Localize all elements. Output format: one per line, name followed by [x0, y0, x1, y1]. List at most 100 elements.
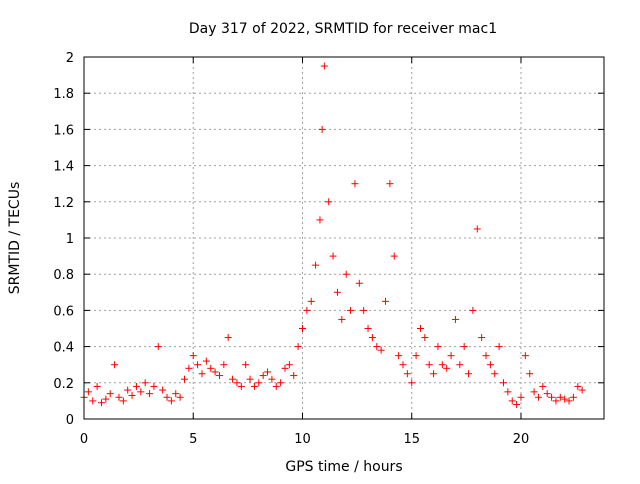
data-point [478, 334, 486, 342]
x-tick-label: 0 [80, 432, 88, 447]
x-tick-label: 15 [403, 432, 420, 447]
data-point [303, 306, 311, 314]
data-point [84, 388, 92, 396]
data-point [482, 352, 490, 360]
y-tick-label: 0.4 [53, 341, 74, 356]
data-point [106, 390, 114, 398]
data-point [338, 315, 346, 323]
data-point [290, 372, 298, 380]
data-point [556, 393, 564, 401]
data-point [154, 343, 162, 351]
data-point [124, 386, 132, 394]
y-tick-label: 2 [66, 51, 74, 66]
data-point [513, 401, 521, 409]
data-point [539, 382, 547, 390]
data-point [163, 393, 171, 401]
data-point [499, 379, 507, 387]
y-tick-label: 1.6 [53, 123, 74, 138]
y-tick-label: 0.8 [53, 268, 74, 283]
data-point [207, 364, 215, 372]
y-tick-label: 0.2 [53, 377, 74, 392]
data-point [447, 352, 455, 360]
data-point [425, 361, 433, 369]
y-tick-label: 1.2 [53, 196, 74, 211]
data-point [215, 372, 223, 380]
data-point [565, 397, 573, 405]
data-point [395, 352, 403, 360]
data-point [578, 386, 586, 394]
data-point [312, 261, 320, 269]
data-point [434, 343, 442, 351]
axis-ticks: 00.20.40.60.811.21.41.61.820 5 10 15 20 [53, 51, 604, 447]
data-point [259, 372, 267, 380]
data-point [517, 393, 525, 401]
data-point [185, 364, 193, 372]
data-point [141, 379, 149, 387]
data-point [194, 361, 202, 369]
data-point [220, 361, 228, 369]
chart-title: Day 317 of 2022, SRMTID for receiver mac… [189, 21, 497, 37]
data-point [285, 361, 293, 369]
data-point [111, 361, 119, 369]
data-point [508, 397, 516, 405]
data-point [93, 382, 101, 390]
data-point [320, 62, 328, 70]
data-point [318, 125, 326, 133]
data-point [229, 375, 237, 383]
data-point [224, 334, 232, 342]
data-point [408, 379, 416, 387]
data-point [569, 393, 577, 401]
data-point [412, 352, 420, 360]
data-point [451, 315, 459, 323]
data-point [552, 397, 560, 405]
data-point [373, 343, 381, 351]
data-point [390, 252, 398, 260]
data-point [167, 397, 175, 405]
data-point [325, 198, 333, 206]
data-point [211, 368, 219, 376]
data-point [198, 370, 206, 378]
data-point [421, 334, 429, 342]
data-point [281, 364, 289, 372]
y-tick-label: 1.8 [53, 87, 74, 102]
data-point [526, 370, 534, 378]
data-point [233, 379, 241, 387]
y-axis-label: SRMTID / TECUs [7, 182, 23, 295]
data-point [342, 270, 350, 278]
data-point [574, 382, 582, 390]
data-point [333, 288, 341, 296]
data-point [272, 382, 280, 390]
data-point [181, 375, 189, 383]
data-point [89, 397, 97, 405]
data-point [237, 382, 245, 390]
data-point [504, 388, 512, 396]
data-point [543, 390, 551, 398]
data-point [137, 388, 145, 396]
data-point [255, 379, 263, 387]
data-point [548, 393, 556, 401]
data-point [307, 297, 315, 305]
data-point [102, 395, 110, 403]
data-point [159, 386, 167, 394]
data-point [250, 382, 258, 390]
data-point [347, 306, 355, 314]
y-tick-label: 1.4 [53, 160, 74, 175]
data-point [176, 393, 184, 401]
x-tick-label: 5 [189, 432, 197, 447]
data-point [242, 361, 250, 369]
data-point [469, 306, 477, 314]
data-point [364, 325, 372, 332]
data-point [119, 397, 127, 405]
x-axis-label: GPS time / hours [285, 459, 402, 475]
data-point [403, 370, 411, 378]
data-point [473, 225, 481, 233]
data-point [189, 352, 197, 360]
data-point [561, 395, 569, 403]
data-point [132, 382, 140, 390]
data-point [416, 325, 424, 332]
data-point [460, 343, 468, 351]
data-point [438, 361, 446, 369]
data-point [246, 375, 254, 383]
